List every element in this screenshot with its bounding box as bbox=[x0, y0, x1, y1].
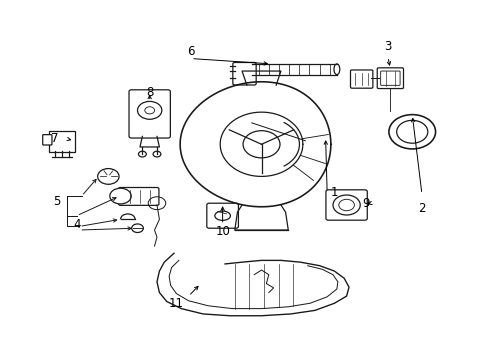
Text: 1: 1 bbox=[330, 186, 338, 199]
Ellipse shape bbox=[247, 64, 255, 75]
FancyBboxPatch shape bbox=[49, 131, 75, 152]
FancyBboxPatch shape bbox=[232, 63, 256, 85]
Text: 7: 7 bbox=[51, 132, 59, 145]
Text: 4: 4 bbox=[73, 218, 81, 231]
Text: 10: 10 bbox=[215, 225, 229, 238]
Circle shape bbox=[138, 151, 146, 157]
FancyBboxPatch shape bbox=[206, 203, 238, 228]
FancyBboxPatch shape bbox=[376, 68, 403, 89]
Circle shape bbox=[388, 114, 435, 149]
Text: 9: 9 bbox=[362, 197, 369, 210]
Ellipse shape bbox=[333, 64, 339, 75]
FancyBboxPatch shape bbox=[42, 135, 52, 145]
Text: 11: 11 bbox=[168, 297, 183, 310]
Ellipse shape bbox=[214, 211, 230, 220]
FancyBboxPatch shape bbox=[129, 90, 170, 138]
Circle shape bbox=[110, 188, 131, 204]
Text: 2: 2 bbox=[417, 202, 425, 215]
Circle shape bbox=[332, 195, 360, 215]
Circle shape bbox=[137, 102, 162, 119]
Text: 5: 5 bbox=[54, 195, 61, 208]
FancyBboxPatch shape bbox=[350, 70, 372, 88]
Text: 8: 8 bbox=[146, 86, 153, 99]
Circle shape bbox=[131, 224, 143, 233]
Text: 6: 6 bbox=[187, 45, 194, 58]
FancyBboxPatch shape bbox=[325, 190, 366, 220]
Circle shape bbox=[153, 151, 161, 157]
FancyBboxPatch shape bbox=[118, 188, 159, 205]
Text: 3: 3 bbox=[384, 40, 391, 53]
Circle shape bbox=[98, 168, 119, 184]
